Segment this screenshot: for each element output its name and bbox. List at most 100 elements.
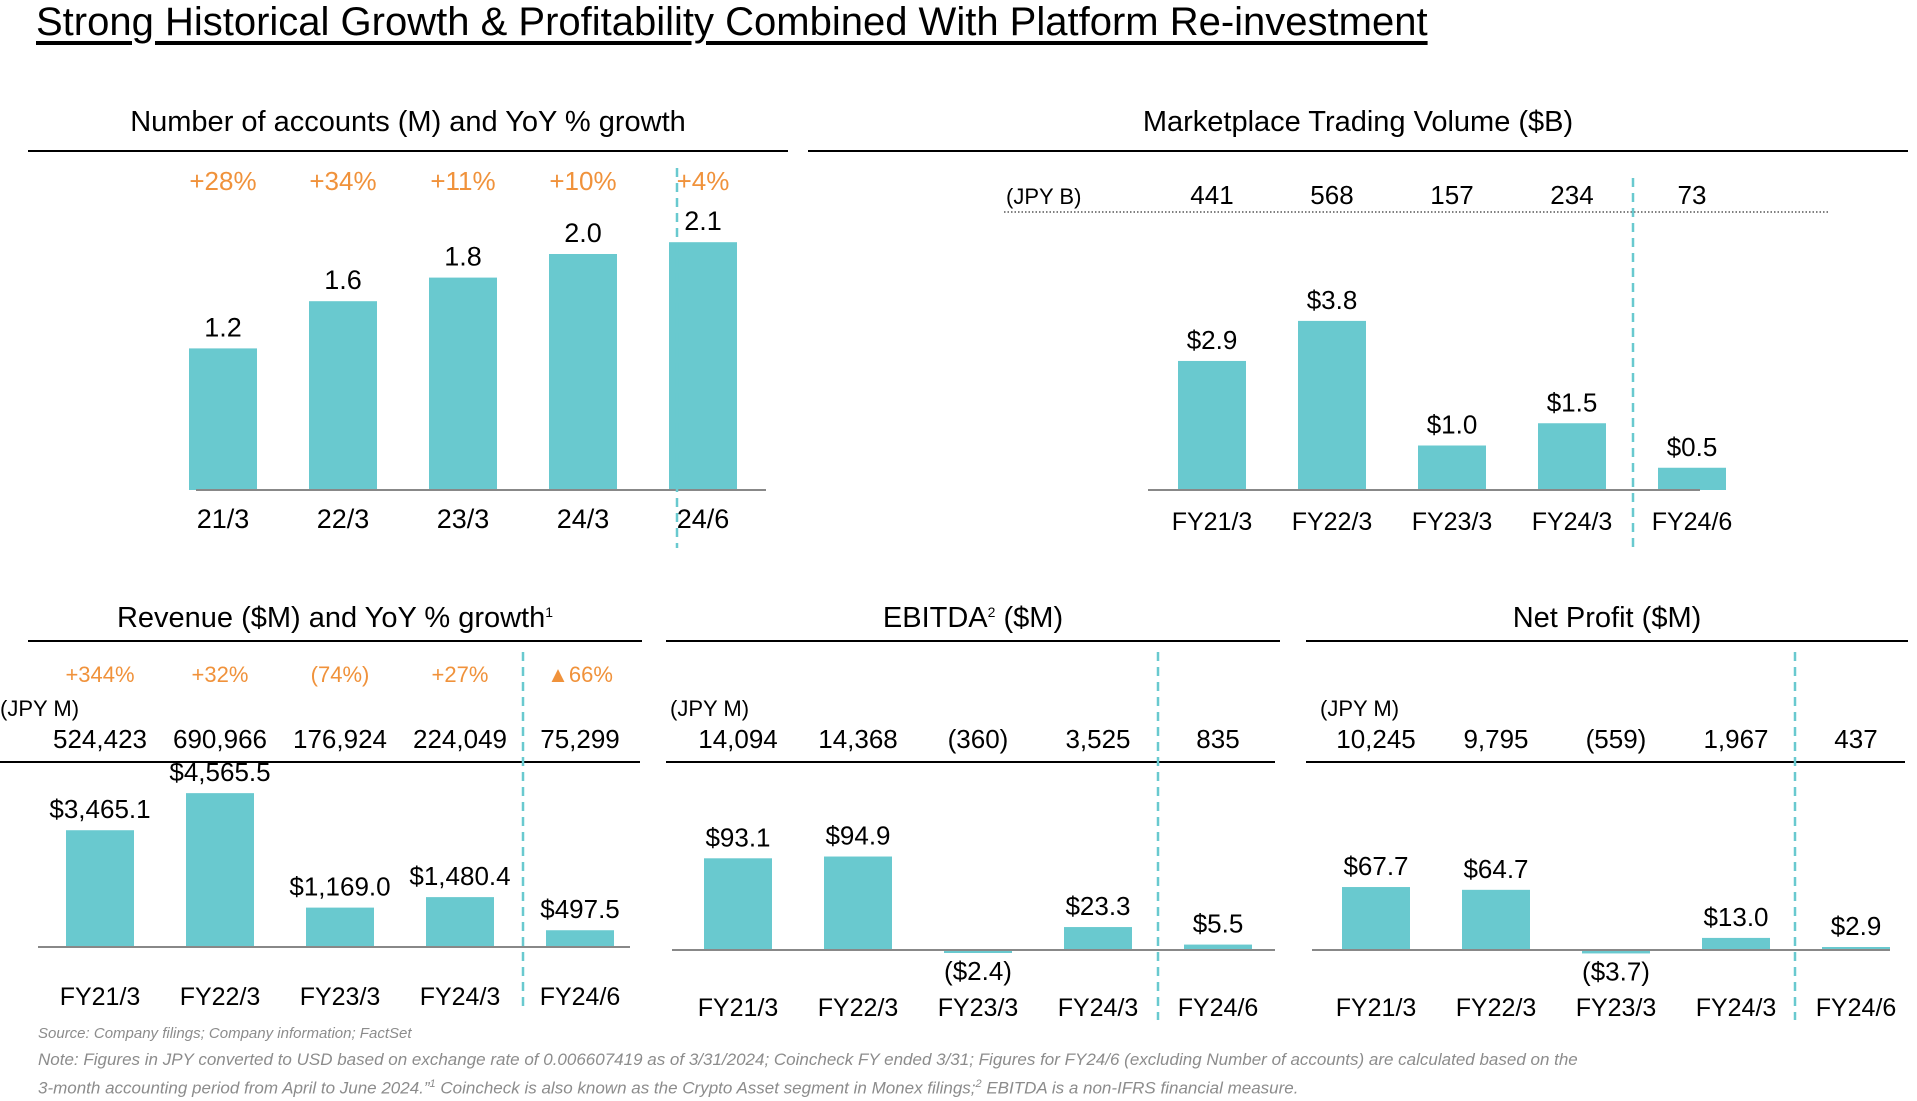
revenue-bar bbox=[186, 793, 254, 947]
revenue-bar bbox=[66, 830, 134, 947]
revenue-jpy-value: 176,924 bbox=[293, 724, 387, 754]
trading-bar bbox=[1298, 320, 1366, 490]
ebitda-bar bbox=[824, 856, 892, 950]
revenue-growth-label: +27% bbox=[432, 662, 489, 687]
trading-category-label: FY22/3 bbox=[1292, 508, 1373, 536]
trading-jpy-value: 441 bbox=[1190, 180, 1233, 210]
trading-bar bbox=[1178, 360, 1246, 490]
netprofit-jpy-value: 10,245 bbox=[1336, 724, 1416, 754]
netprofit-value-label: $13.0 bbox=[1703, 902, 1768, 932]
trading-jpy-value: 234 bbox=[1550, 180, 1593, 210]
revenue-growth-label: (74%) bbox=[311, 662, 370, 687]
revenue-growth-label: ▲66% bbox=[547, 662, 613, 687]
ebitda-title-footnote: 2 bbox=[987, 604, 996, 620]
accounts-value-label: 1.8 bbox=[444, 242, 482, 272]
netprofit-jpy-value: 9,795 bbox=[1463, 724, 1528, 754]
ebitda-value-label: ($2.4) bbox=[944, 956, 1012, 986]
trading-bar bbox=[1418, 445, 1486, 490]
ebitda-category-label: FY22/3 bbox=[818, 994, 899, 1022]
netprofit-value-label: ($3.7) bbox=[1582, 956, 1650, 986]
trading-jpy-unit-label: (JPY B) bbox=[1006, 184, 1081, 209]
footer: Source: Company filings; Company informa… bbox=[38, 1022, 1908, 1101]
ebitda-chart-title: EBITDA2 ($M) bbox=[882, 602, 1064, 634]
netprofit-value-label: $2.9 bbox=[1831, 911, 1882, 941]
accounts-bar bbox=[669, 242, 737, 490]
accounts-bar bbox=[429, 277, 497, 490]
revenue-category-label: FY22/3 bbox=[180, 983, 261, 1011]
netprofit-jpy-unit-label: (JPY M) bbox=[1320, 696, 1399, 721]
ebitda-category-label: FY23/3 bbox=[938, 994, 1019, 1022]
trading-bar bbox=[1658, 467, 1726, 490]
netprofit-category-label: FY22/3 bbox=[1456, 994, 1537, 1022]
ebitda-category-label: FY24/3 bbox=[1058, 994, 1139, 1022]
revenue-bar bbox=[546, 930, 614, 947]
netprofit-jpy-value: 1,967 bbox=[1703, 724, 1768, 754]
accounts-category-label: 24/3 bbox=[557, 504, 610, 534]
revenue-chart-title: Revenue ($M) and YoY % growth1 bbox=[116, 602, 554, 634]
netprofit-bar bbox=[1582, 950, 1650, 954]
ebitda-bar bbox=[704, 858, 772, 950]
trading-value-label: $3.8 bbox=[1307, 285, 1358, 315]
revenue-bar bbox=[426, 897, 494, 947]
netprofit-jpy-value: 437 bbox=[1834, 724, 1877, 754]
revenue-jpy-value: 75,299 bbox=[540, 724, 620, 754]
revenue-value-label: $3,465.1 bbox=[49, 794, 150, 824]
trading-category-label: FY21/3 bbox=[1172, 508, 1253, 536]
source-note: Source: Company filings; Company informa… bbox=[38, 1025, 412, 1042]
accounts-bar bbox=[309, 301, 377, 490]
accounts-bar bbox=[189, 348, 257, 490]
trading-jpy-value: 568 bbox=[1310, 180, 1353, 210]
netprofit-category-label: FY24/3 bbox=[1696, 994, 1777, 1022]
ebitda-bar bbox=[1064, 927, 1132, 950]
revenue-value-label: $497.5 bbox=[540, 894, 620, 924]
accounts-category-label: 24/6 bbox=[677, 504, 730, 534]
revenue-jpy-value: 690,966 bbox=[173, 724, 267, 754]
ebitda-value-label: $5.5 bbox=[1193, 909, 1244, 939]
trading-value-label: $1.5 bbox=[1547, 387, 1598, 417]
netprofit-bar bbox=[1342, 887, 1410, 950]
revenue-category-label: FY24/6 bbox=[540, 983, 621, 1011]
accounts-bar bbox=[549, 254, 617, 490]
accounts-value-label: 1.2 bbox=[204, 312, 242, 342]
revenue-category-label: FY23/3 bbox=[300, 983, 381, 1011]
ebitda-jpy-value: 3,525 bbox=[1065, 724, 1130, 754]
netprofit-bar bbox=[1702, 937, 1770, 950]
page-title: Strong Historical Growth & Profitability… bbox=[36, 0, 1428, 44]
netprofit-title-rule bbox=[1306, 640, 1908, 642]
ebitda-bar bbox=[1184, 944, 1252, 950]
accounts-title-rule bbox=[28, 150, 788, 152]
trading-jpy-value: 157 bbox=[1430, 180, 1473, 210]
netprofit-category-label: FY24/6 bbox=[1816, 994, 1897, 1022]
accounts-growth-label: +10% bbox=[549, 166, 616, 196]
accounts-chart-title: Number of accounts (M) and YoY % growth bbox=[130, 106, 686, 138]
ebitda-jpy-value: (360) bbox=[948, 724, 1009, 754]
revenue-jpy-value: 524,423 bbox=[53, 724, 147, 754]
trading-value-label: $2.9 bbox=[1187, 325, 1238, 355]
netprofit-bar bbox=[1822, 947, 1890, 950]
ebitda-category-label: FY24/6 bbox=[1178, 994, 1259, 1022]
revenue-growth-label: +344% bbox=[65, 662, 134, 687]
revenue-title-footnote: 1 bbox=[545, 604, 554, 620]
revenue-growth-label: +32% bbox=[192, 662, 249, 687]
trading-category-label: FY24/6 bbox=[1652, 508, 1733, 536]
accounts-value-label: 2.0 bbox=[564, 218, 602, 248]
note-line-1: Note: Figures in JPY converted to USD ba… bbox=[38, 1050, 1578, 1069]
ebitda-bar bbox=[944, 950, 1012, 953]
ebitda-jpy-value: 835 bbox=[1196, 724, 1239, 754]
accounts-growth-label: +4% bbox=[677, 166, 730, 196]
revenue-title-rule bbox=[28, 640, 642, 642]
revenue-value-label: $1,480.4 bbox=[409, 861, 510, 891]
ebitda-title-rule bbox=[666, 640, 1280, 642]
ebitda-jpy-unit-label: (JPY M) bbox=[670, 696, 749, 721]
trading-value-label: $1.0 bbox=[1427, 410, 1478, 440]
revenue-value-label: $4,565.5 bbox=[169, 757, 270, 787]
revenue-value-label: $1,169.0 bbox=[289, 872, 390, 902]
accounts-value-label: 1.6 bbox=[324, 265, 362, 295]
netprofit-chart-title: Net Profit ($M) bbox=[1512, 602, 1702, 634]
trading-chart-title: Marketplace Trading Volume ($B) bbox=[1142, 106, 1574, 138]
trading-bar bbox=[1538, 423, 1606, 490]
netprofit-value-label: $67.7 bbox=[1343, 851, 1408, 881]
trading-jpy-value: 73 bbox=[1678, 180, 1707, 210]
revenue-jpy-unit-label: (JPY M) bbox=[0, 696, 79, 721]
